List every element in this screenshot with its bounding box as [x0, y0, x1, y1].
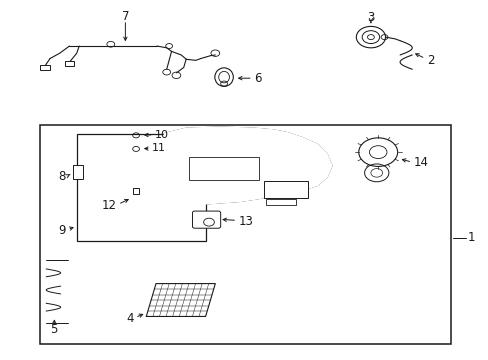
Text: 5: 5 [50, 323, 58, 336]
Text: 3: 3 [366, 11, 374, 24]
Text: 11: 11 [152, 143, 166, 153]
FancyBboxPatch shape [192, 211, 220, 228]
Text: 13: 13 [238, 215, 253, 228]
Text: 12: 12 [102, 198, 117, 212]
Text: 6: 6 [254, 72, 261, 85]
Bar [40, 125, 450, 344]
Bar [132, 188, 139, 194]
Text: 9: 9 [59, 224, 66, 237]
Bar [266, 199, 295, 205]
Text: 14: 14 [413, 156, 428, 169]
Polygon shape [164, 127, 331, 205]
Bar [264, 181, 307, 198]
Text: 4: 4 [126, 312, 133, 325]
Bar [188, 157, 259, 180]
Bar [73, 165, 82, 179]
Text: 7: 7 [122, 10, 129, 23]
Bar [40, 65, 50, 70]
Bar [64, 62, 74, 66]
Text: 2: 2 [426, 54, 433, 67]
Text: 8: 8 [59, 170, 66, 183]
Text: 10: 10 [155, 130, 169, 140]
Text: 1: 1 [466, 231, 474, 244]
Bar [77, 134, 205, 241]
